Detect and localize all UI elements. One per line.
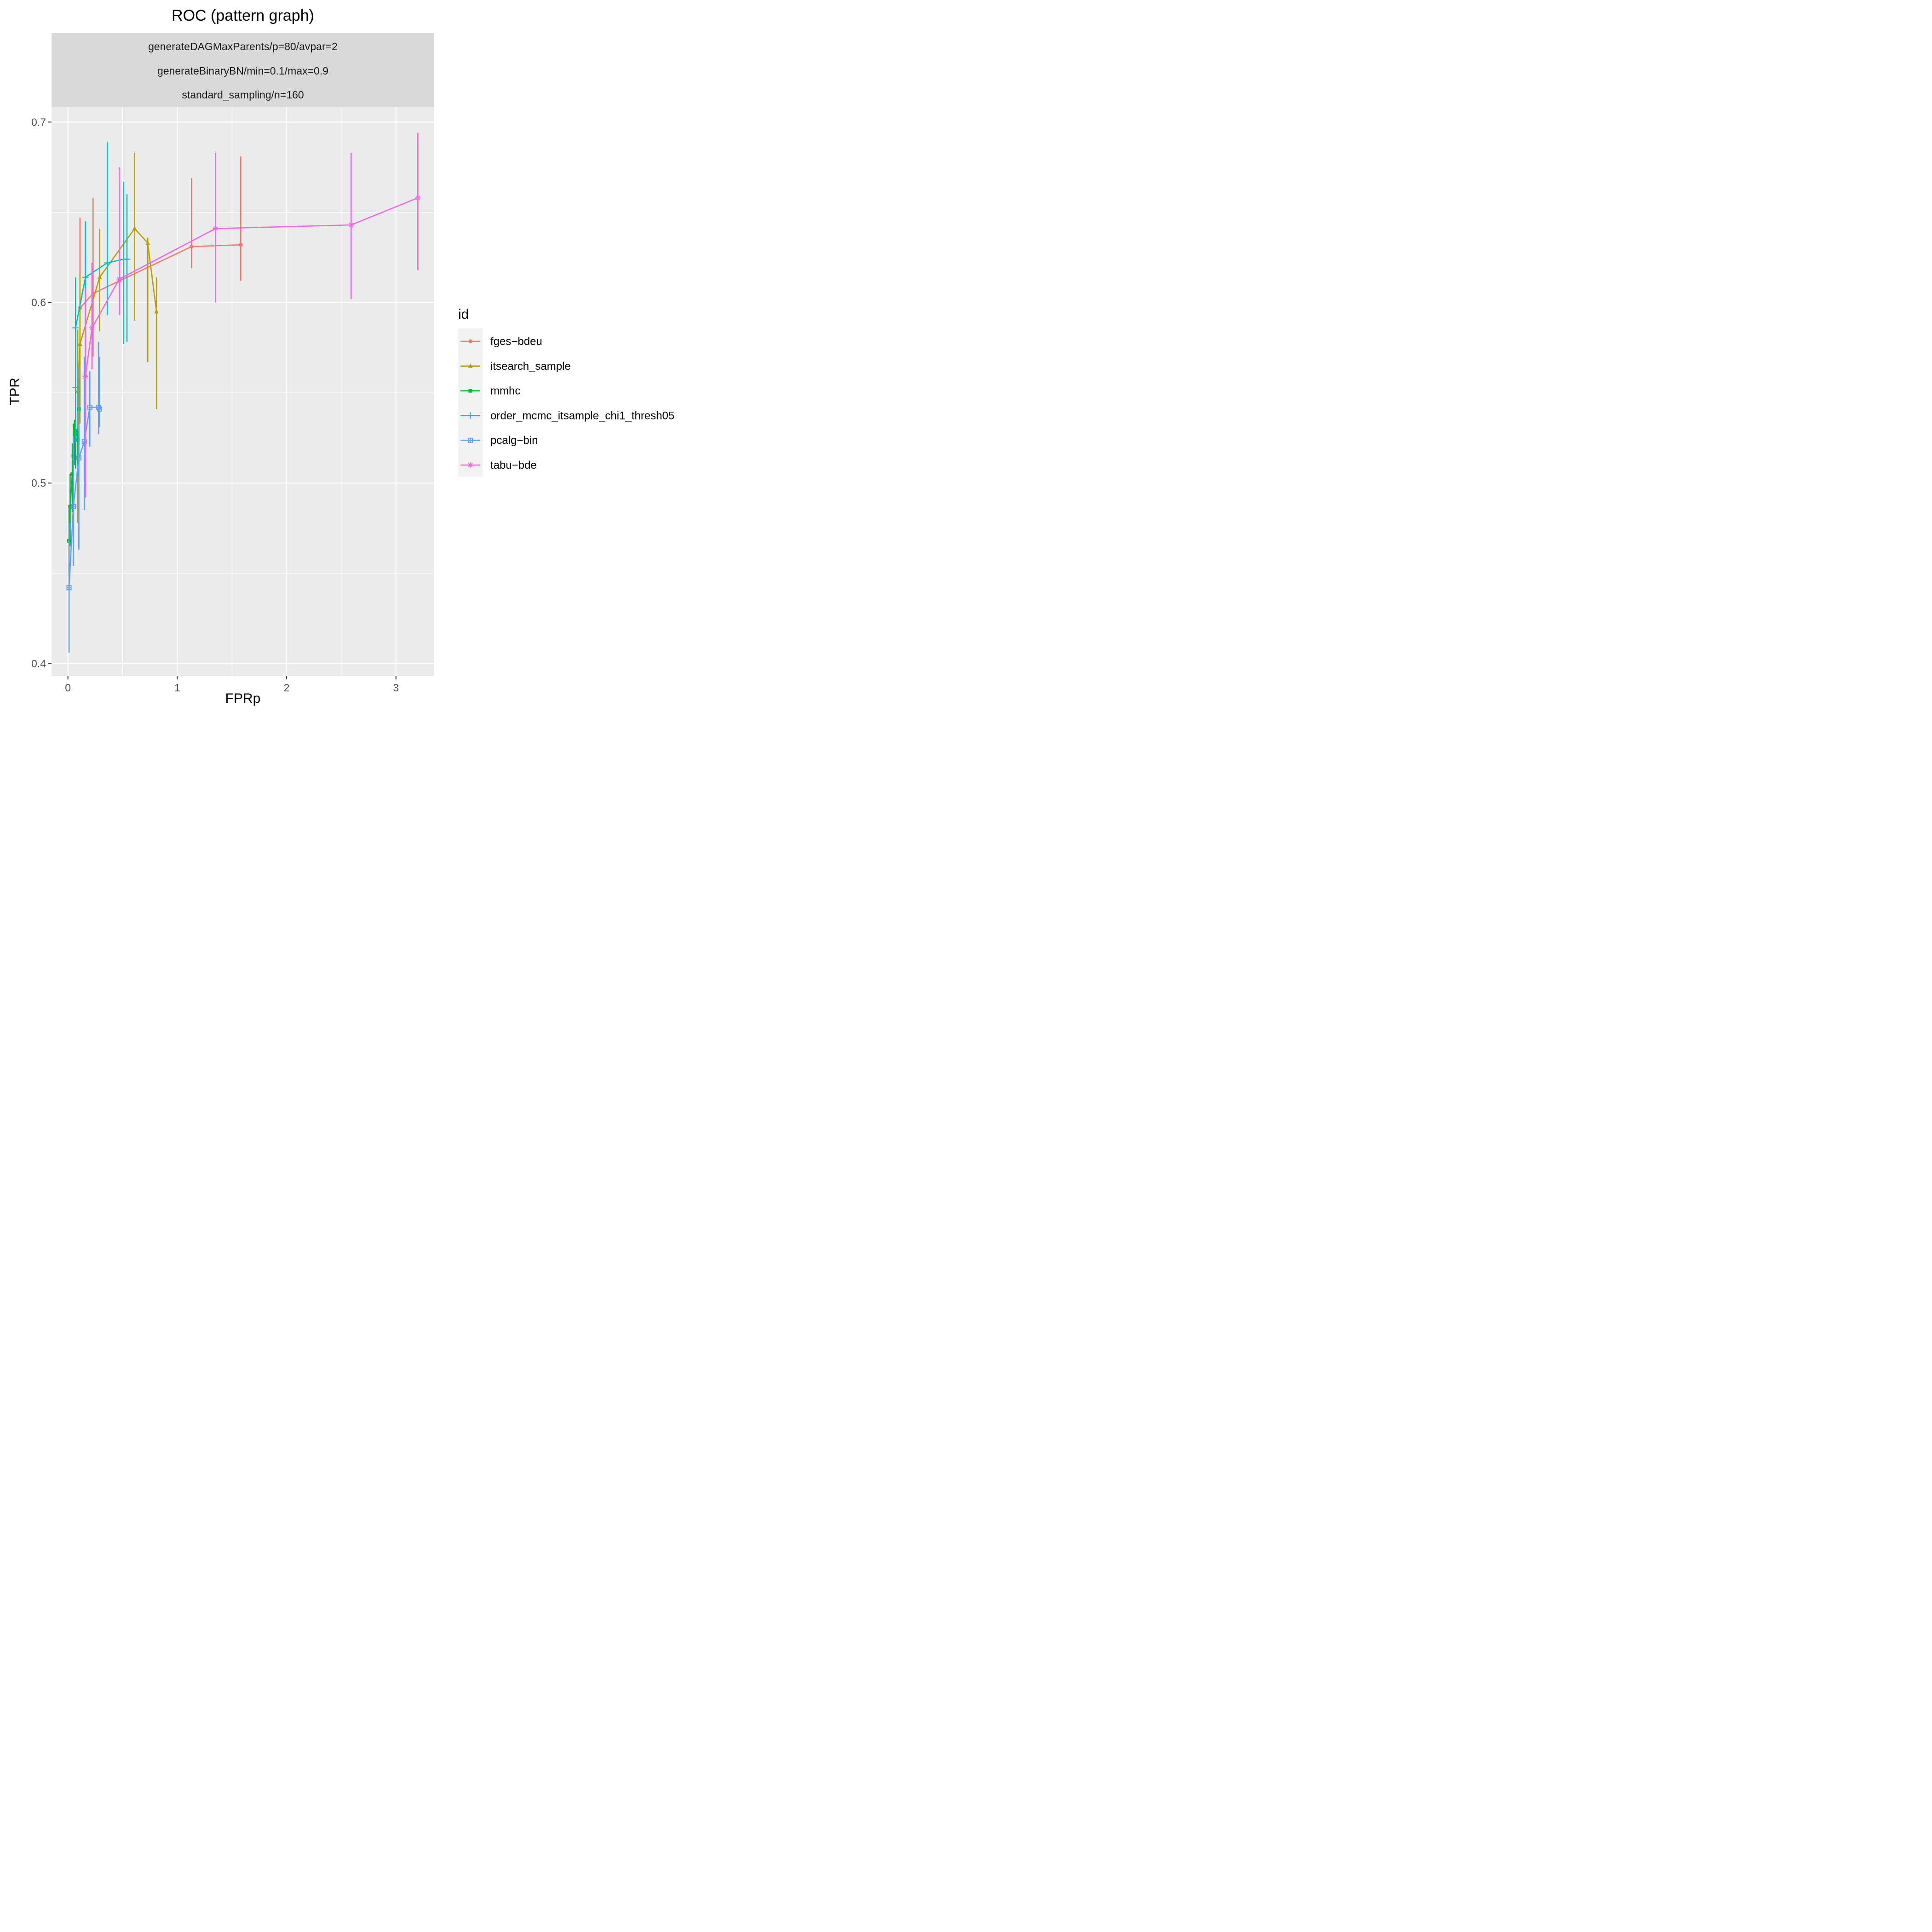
series-line (85, 197, 418, 377)
data-point (89, 325, 95, 331)
data-point (239, 242, 243, 247)
series-line (77, 228, 157, 391)
data-point (82, 274, 89, 281)
data-point (154, 309, 159, 314)
legend-key-marker (468, 437, 473, 443)
legend-key-marker (467, 412, 474, 419)
data-point (70, 472, 75, 476)
data-point (82, 374, 88, 380)
data-point (104, 259, 111, 266)
plot-panel (52, 107, 434, 676)
legend-label: mmhc (490, 385, 520, 397)
axes: 0 1 2 3 0.4 0.5 0.6 0.7 (31, 116, 399, 694)
data-series (66, 132, 421, 653)
data-point (87, 404, 92, 410)
series-tabu-bde (82, 132, 421, 498)
y-tick-label: 0.4 (31, 658, 46, 670)
data-point (77, 341, 82, 346)
data-point (97, 275, 102, 279)
series-order-mcmc-itsample-chi1-thresh05 (72, 142, 131, 443)
data-point (76, 455, 81, 460)
chart-title: ROC (pattern graph) (172, 7, 314, 24)
data-point (348, 222, 354, 228)
data-point (415, 195, 421, 201)
data-point (213, 225, 218, 231)
data-point (66, 585, 72, 591)
x-tick-label: 0 (65, 682, 71, 694)
legend-label: fges−bdeu (490, 335, 542, 348)
grid-lines (52, 107, 434, 676)
data-point (68, 505, 72, 509)
data-point (72, 324, 79, 331)
y-tick-label: 0.7 (31, 116, 46, 128)
strip-label-dag: generateDAGMaxParents/p=80/avpar=2 (148, 40, 338, 52)
y-tick-label: 0.5 (31, 477, 46, 489)
legend-item-order-mcmc-itsample-chi1-thresh05: order_mcmc_itsample_chi1_thresh05 (460, 409, 674, 422)
legend-item-pcalg-bin: pcalg−bin (460, 434, 538, 447)
roc-chart: ROC (pattern graph) generateDAGMaxParent… (7, 7, 674, 706)
legend-key-marker (468, 339, 472, 344)
y-tick-label: 0.6 (31, 297, 46, 309)
legend-key-marker (467, 462, 473, 468)
data-point (76, 437, 80, 442)
legend-label: tabu−bde (490, 459, 537, 472)
x-tick-label: 2 (284, 682, 290, 694)
x-tick-label: 1 (174, 682, 180, 694)
legend-key-background (458, 328, 483, 477)
data-point (71, 504, 76, 509)
data-point (132, 226, 137, 230)
legend-item-mmhc: mmhc (460, 385, 520, 397)
data-point (72, 384, 79, 391)
strip-label-sampling: standard_sampling/n=160 (182, 89, 304, 101)
x-tick-label: 3 (393, 682, 399, 694)
strip-label-bn: generateBinaryBN/min=0.1/max=0.9 (157, 65, 328, 77)
legend-label: itsearch_sample (490, 360, 571, 373)
data-point (124, 256, 131, 263)
data-point (190, 244, 194, 249)
legend-item-tabu-bde: tabu−bde (460, 459, 537, 472)
y-axis-label: TPR (7, 378, 23, 405)
x-axis-label: FPRp (225, 691, 261, 706)
legend-label: pcalg−bin (490, 434, 538, 447)
facet-strip: generateDAGMaxParents/p=80/avpar=2 gener… (52, 33, 434, 107)
legend-label: order_mcmc_itsample_chi1_thresh05 (490, 409, 674, 422)
data-point (72, 423, 76, 427)
legend-key-marker (468, 363, 473, 368)
data-point (116, 276, 122, 282)
series-pcalg-bin (66, 342, 103, 653)
legend-title: id (458, 307, 469, 322)
data-point (145, 240, 150, 245)
data-point (97, 406, 103, 412)
legend-item-itsearch-sample: itsearch_sample (460, 360, 571, 373)
legend-key-marker (468, 389, 472, 393)
legend-item-fges-bdeu: fges−bdeu (460, 335, 542, 348)
facet-strip-background (52, 33, 434, 107)
